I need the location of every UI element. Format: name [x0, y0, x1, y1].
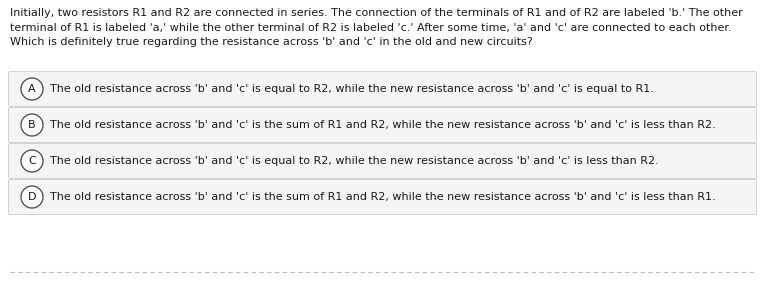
- Text: Initially, two resistors R1 and R2 are connected in series. The connection of th: Initially, two resistors R1 and R2 are c…: [10, 8, 743, 18]
- Text: D: D: [28, 192, 36, 202]
- Text: B: B: [28, 120, 36, 130]
- Text: The old resistance across 'b' and 'c' is equal to R2, while the new resistance a: The old resistance across 'b' and 'c' is…: [50, 84, 654, 94]
- Text: The old resistance across 'b' and 'c' is the sum of R1 and R2, while the new res: The old resistance across 'b' and 'c' is…: [50, 120, 716, 130]
- Text: Which is definitely true regarding the resistance across 'b' and 'c' in the old : Which is definitely true regarding the r…: [10, 37, 532, 47]
- Text: The old resistance across 'b' and 'c' is the sum of R1 and R2, while the new res: The old resistance across 'b' and 'c' is…: [50, 192, 715, 202]
- Circle shape: [21, 186, 43, 208]
- Text: C: C: [28, 156, 36, 166]
- Circle shape: [21, 114, 43, 136]
- FancyBboxPatch shape: [8, 108, 757, 143]
- Text: terminal of R1 is labeled 'a,' while the other terminal of R2 is labeled 'c.' Af: terminal of R1 is labeled 'a,' while the…: [10, 22, 731, 32]
- Text: A: A: [28, 84, 36, 94]
- FancyBboxPatch shape: [8, 179, 757, 214]
- FancyBboxPatch shape: [8, 143, 757, 179]
- Circle shape: [21, 150, 43, 172]
- Text: The old resistance across 'b' and 'c' is equal to R2, while the new resistance a: The old resistance across 'b' and 'c' is…: [50, 156, 659, 166]
- FancyBboxPatch shape: [8, 72, 757, 106]
- Circle shape: [21, 78, 43, 100]
